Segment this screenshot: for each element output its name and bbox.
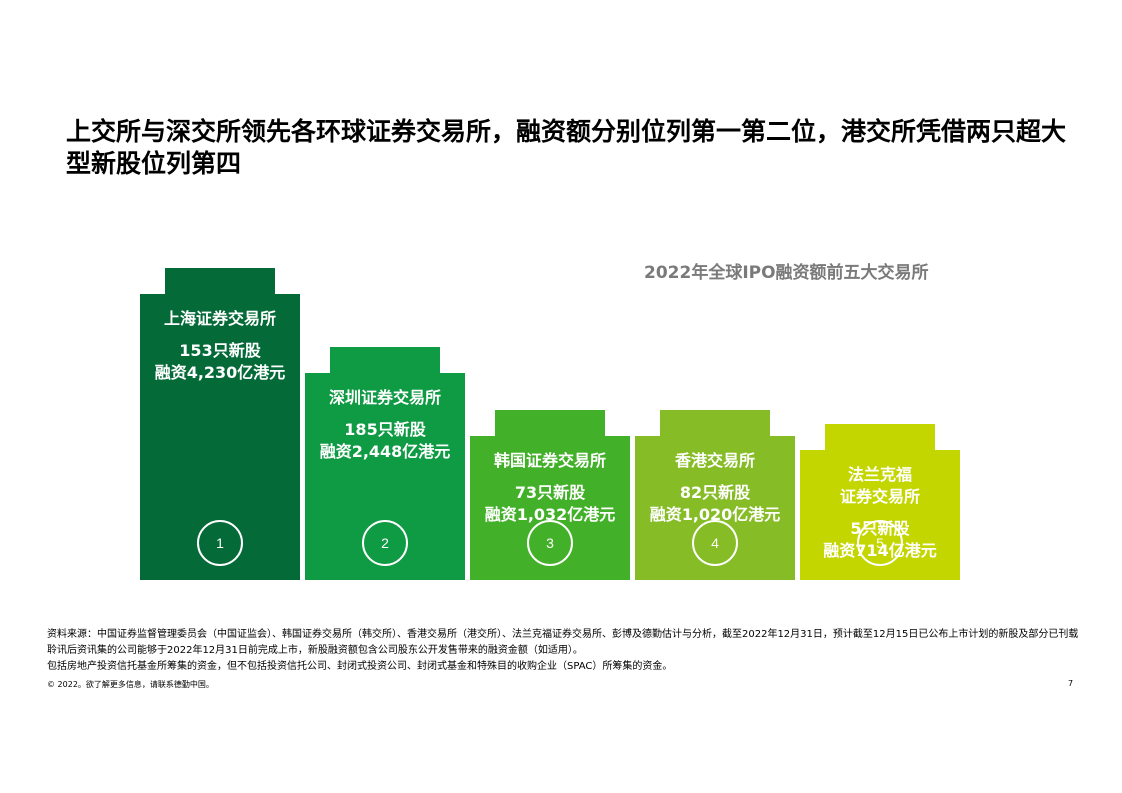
exchange-bar: 香港交易所 82只新股 融资1,020亿港元 4 <box>635 436 795 580</box>
exchange-stats: 153只新股融资4,230亿港元 <box>140 340 300 384</box>
source-line-1: 资料来源：中国证券监督管理委员会（中国证监会）、韩国证券交易所（韩交所）、香港交… <box>47 629 1079 656</box>
copyright: © 2022。欲了解更多信息，请联系德勤中国。 <box>47 680 214 689</box>
ipo-count-label: 185只新股 <box>344 420 426 440</box>
rank-badge: 5 <box>857 520 903 566</box>
exchange-stats: 82只新股 融资1,020亿港元 <box>635 482 795 526</box>
column-tab <box>330 347 440 375</box>
funds-raised-label: 融资1,020亿港元 <box>649 505 781 525</box>
column-tab <box>660 410 770 438</box>
ipo-count-label: 82只新股 <box>679 483 751 503</box>
chart-title: 2022年全球IPO融资额前五大交易所 <box>644 263 929 283</box>
page-title: 上交所与深交所领先各环球证券交易所，融资额分别位列第一第二位，港交所凭借两只超大… <box>66 117 1067 178</box>
exchange-name: 韩国证券交易所 <box>470 450 630 472</box>
exchange-stats: 73只新股 融资1,032亿港元 <box>470 482 630 526</box>
source-note: 资料来源：中国证券监督管理委员会（中国证监会）、韩国证券交易所（韩交所）、香港交… <box>47 627 1087 675</box>
rank-badge: 2 <box>362 519 408 566</box>
source-line-2: 包括房地产投资信托基金所筹集的资金，但不包括投资信托公司、封闭式投资公司、封闭式… <box>47 661 673 672</box>
funds-raised-label: 融资4,230亿港元 <box>154 363 286 382</box>
exchange-name-line: 香港交易所 <box>674 451 755 471</box>
ipo-count-label: 153只新股 <box>179 341 261 360</box>
column-tab <box>495 409 605 437</box>
rank-badge: 4 <box>692 519 738 566</box>
funds-raised-label: 融资1,032亿港元 <box>484 504 616 524</box>
page-number: 7 <box>1068 679 1074 688</box>
exchange-name-line: 上海证券交易所 <box>163 309 276 328</box>
exchange-bar: 韩国证券交易所 73只新股 融资1,032亿港元 3 <box>470 435 630 580</box>
exchange-bar: 深圳证券交易所 185只新股 融资2,448亿港元 2 <box>305 373 465 580</box>
exchange-bar: 上海证券交易所 153只新股融资4,230亿港元 1 <box>140 294 300 580</box>
exchange-name: 上海证券交易所 <box>140 308 300 330</box>
column-tab <box>825 424 935 451</box>
exchange-name-line: 证券交易所 <box>839 487 920 506</box>
exchange-bar: 法兰克福 证券交易所 5只新股 融资714亿港元 5 <box>800 450 960 580</box>
rank-badge: 3 <box>527 519 573 566</box>
exchange-stats: 185只新股 融资2,448亿港元 <box>305 419 465 463</box>
rank-badge: 1 <box>197 520 243 566</box>
exchange-name: 香港交易所 <box>635 450 795 472</box>
funds-raised-label: 融资2,448亿港元 <box>319 442 451 462</box>
ipo-count-label: 73只新股 <box>514 482 586 502</box>
column-tab <box>165 268 275 295</box>
exchange-name-line: 韩国证券交易所 <box>493 450 606 470</box>
exchange-name-line: 深圳证券交易所 <box>328 388 441 408</box>
exchange-name-line: 法兰克福 <box>847 465 912 484</box>
exchange-name: 深圳证券交易所 <box>305 387 465 409</box>
exchange-name: 法兰克福 证券交易所 <box>800 464 960 508</box>
